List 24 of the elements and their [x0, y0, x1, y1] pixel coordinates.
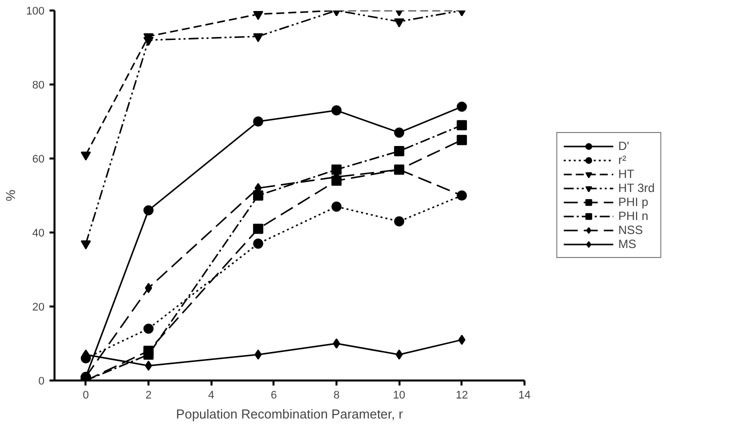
x-axis-title: Population Recombination Parameter, r	[176, 406, 404, 422]
legend-label: MS	[618, 237, 638, 251]
x-tick-label: 4	[208, 390, 214, 402]
legend-label: HT 3rd	[618, 181, 655, 195]
y-tick-label: 100	[26, 6, 45, 18]
x-tick-label: 14	[518, 390, 531, 402]
x-tick-label: 0	[82, 390, 89, 402]
legend-label: PHI p	[618, 195, 648, 209]
y-axis-title: %	[3, 189, 18, 202]
y-tick-label: 40	[32, 228, 45, 240]
legend-label: D'	[618, 139, 630, 153]
legend-label: NSS	[618, 223, 643, 237]
x-tick-label: 12	[456, 390, 468, 402]
y-tick-label: 20	[32, 302, 45, 314]
legend-label: r²	[618, 153, 628, 167]
x-tick-label: 8	[333, 390, 340, 402]
legend-label: PHI n	[618, 209, 648, 223]
y-tick-label: 0	[38, 376, 45, 388]
y-tick-label: 60	[32, 154, 45, 166]
y-tick-label: 80	[32, 80, 45, 92]
x-tick-label: 6	[270, 390, 277, 402]
x-tick-label: 10	[393, 390, 406, 402]
legend-label: HT	[618, 167, 636, 181]
x-tick-label: 2	[145, 390, 152, 402]
